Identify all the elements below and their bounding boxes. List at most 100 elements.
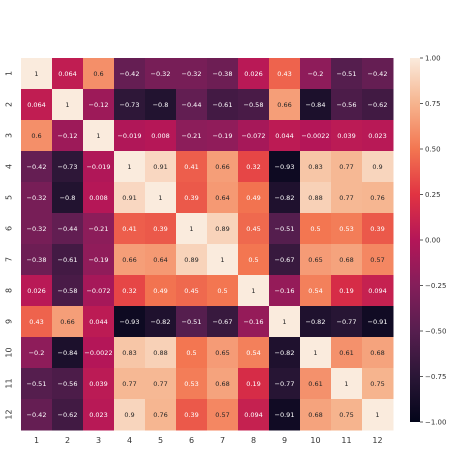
- cell-value-label: 0.044: [89, 318, 108, 326]
- cell-value-label: −0.8: [60, 194, 76, 202]
- cell-value-label: 0.39: [184, 194, 198, 202]
- heatmap-cell: [331, 368, 363, 400]
- cell-value-label: −0.21: [182, 132, 202, 140]
- heatmap-cell: [331, 120, 363, 152]
- heatmap-cell: [207, 151, 239, 183]
- cell-value-label: −0.8: [153, 101, 169, 109]
- heatmap-cell: [21, 89, 53, 121]
- cell-value-label: 0.77: [339, 194, 353, 202]
- heatmap-cell: [207, 306, 239, 338]
- heatmap-cell: [114, 368, 146, 400]
- cell-value-label: −0.73: [58, 163, 78, 171]
- heatmap-cell: [176, 151, 208, 183]
- cell-value-label: 1: [158, 194, 162, 202]
- x-tick-label: 1: [34, 436, 39, 445]
- cell-value-label: 0.044: [275, 132, 294, 140]
- heatmap-cell: [52, 213, 84, 245]
- heatmap-cell: [21, 337, 53, 369]
- heatmap-cell: [300, 120, 332, 152]
- x-tick-label: 7: [220, 436, 225, 445]
- colorbar-tick-label: −0.25: [425, 282, 446, 290]
- cell-value-label: 0.039: [89, 380, 108, 388]
- cell-value-label: 0.65: [215, 349, 229, 357]
- cell-value-label: −0.019: [86, 163, 110, 171]
- heatmap-cell: [52, 275, 84, 307]
- cell-value-label: 0.5: [248, 256, 258, 264]
- heatmap-cell: [52, 151, 84, 183]
- y-tick-label: 3: [5, 133, 14, 138]
- cell-value-label: −0.42: [368, 70, 388, 78]
- cell-value-label: 1: [189, 225, 193, 233]
- x-tick-label: 11: [341, 436, 351, 445]
- heatmap-cell: [362, 368, 394, 400]
- heatmap-cell: [145, 306, 177, 338]
- heatmap-cell: [52, 182, 84, 214]
- heatmap-cell: [238, 89, 270, 121]
- heatmap-cell: [331, 151, 363, 183]
- heatmap-cell: [114, 151, 146, 183]
- x-tick-label: 6: [189, 436, 194, 445]
- cell-value-label: −0.19: [89, 256, 109, 264]
- heatmap-cell: [300, 151, 332, 183]
- heatmap-cell: [362, 120, 394, 152]
- cell-value-label: −0.32: [27, 194, 47, 202]
- cell-value-label: 0.49: [246, 194, 260, 202]
- heatmap-cell: [145, 120, 177, 152]
- cell-value-label: 0.008: [89, 194, 108, 202]
- y-tick-label: 7: [5, 257, 14, 262]
- heatmap-cell: [176, 368, 208, 400]
- colorbar-tick-label: −1.00: [425, 419, 446, 427]
- heatmap-cell: [83, 120, 115, 152]
- y-tick-label: 4: [5, 164, 14, 169]
- cell-value-label: −0.51: [27, 380, 47, 388]
- cell-value-label: 0.57: [215, 411, 229, 419]
- heatmap-cell: [269, 213, 301, 245]
- cell-value-label: 0.064: [27, 101, 46, 109]
- heatmap-cell: [21, 213, 53, 245]
- heatmap-cell: [269, 399, 301, 431]
- heatmap-cells: [21, 58, 394, 431]
- x-tick-label: 9: [282, 436, 287, 445]
- heatmap-cell: [207, 89, 239, 121]
- cell-value-label: 1: [65, 101, 69, 109]
- cell-value-label: −0.51: [275, 225, 295, 233]
- heatmap-cell: [362, 89, 394, 121]
- y-tick-label: 5: [5, 195, 14, 200]
- heatmap-cell: [362, 275, 394, 307]
- heatmap-cell: [83, 244, 115, 276]
- heatmap-cell: [269, 58, 301, 90]
- cell-value-label: 0.65: [308, 256, 322, 264]
- y-tick-label: 11: [5, 378, 14, 388]
- cell-value-label: −0.77: [337, 318, 357, 326]
- heatmap-cell: [238, 213, 270, 245]
- heatmap-cell: [52, 337, 84, 369]
- y-tick-label: 2: [5, 102, 14, 107]
- cell-value-label: 1: [375, 411, 379, 419]
- cell-value-label: 0.83: [308, 163, 322, 171]
- heatmap-cell: [300, 337, 332, 369]
- cell-value-label: −0.42: [27, 163, 47, 171]
- colorbar-tick-label: −0.75: [425, 373, 446, 381]
- cell-value-label: −0.12: [58, 132, 78, 140]
- heatmap-cell: [176, 306, 208, 338]
- heatmap-cell: [331, 399, 363, 431]
- heatmap-cell: [238, 120, 270, 152]
- cell-value-label: 0.75: [370, 380, 384, 388]
- cell-value-label: 0.61: [339, 349, 353, 357]
- heatmap-cell: [238, 399, 270, 431]
- cell-value-label: 1: [220, 256, 224, 264]
- x-tick-label: 5: [158, 436, 163, 445]
- heatmap-cell: [362, 182, 394, 214]
- heatmap-cell: [300, 182, 332, 214]
- cell-value-label: 0.41: [184, 163, 198, 171]
- cell-value-label: 0.91: [153, 163, 167, 171]
- cell-value-label: −0.072: [241, 132, 265, 140]
- cell-value-label: −0.58: [58, 287, 78, 295]
- y-tick-label: 6: [5, 226, 14, 231]
- cell-value-label: 0.77: [153, 380, 167, 388]
- heatmap-cell: [238, 151, 270, 183]
- cell-value-label: 0.5: [186, 349, 196, 357]
- cell-value-label: 0.6: [93, 70, 103, 78]
- heatmap-cell: [52, 244, 84, 276]
- cell-value-label: −0.73: [120, 101, 140, 109]
